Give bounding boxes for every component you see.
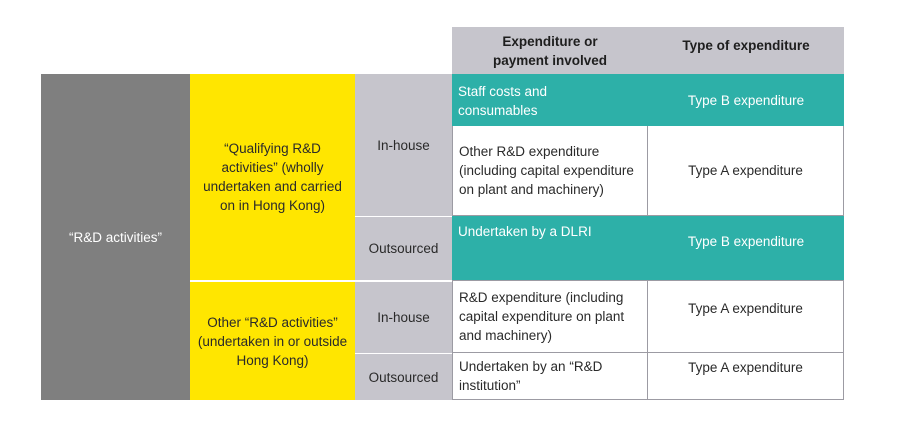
type-a-label-3: Type A expenditure <box>688 360 803 375</box>
type-a-cell-1: Type A expenditure <box>648 126 844 216</box>
type-b-cell-1: Type B expenditure <box>648 74 844 126</box>
dlri-label: Undertaken by a DLRI <box>458 224 592 239</box>
dlri-cell: Undertaken by a DLRI <box>452 216 648 280</box>
group2-inhouse-cell: In-house <box>355 280 452 353</box>
rd-activities-label: “R&D activities” <box>68 229 162 245</box>
group1-inhouse-label: In-house <box>377 137 430 153</box>
header-expenditure: Expenditure or payment involved <box>452 27 648 74</box>
group1-inhouse-cell: In-house <box>355 74 452 216</box>
type-b-label-2: Type B expenditure <box>687 234 805 249</box>
rd-institution-cell: Undertaken by an “R&D institution” <box>452 353 648 400</box>
qualifying-rd-cell: “Qualifying R&D activities” (wholly unde… <box>190 74 355 280</box>
qualifying-rd-label: “Qualifying R&D activities” (wholly unde… <box>203 141 342 213</box>
group1-outsourced-label: Outsourced <box>368 241 439 256</box>
staff-costs-label: Staff costs and consumables <box>458 84 548 118</box>
type-a-cell-3: Type A expenditure <box>648 353 844 400</box>
other-rd-expenditure-label: Other R&D expenditure (including capital… <box>459 144 634 197</box>
group2-outsourced-cell: Outsourced <box>355 353 452 400</box>
type-b-cell-2: Type B expenditure <box>648 216 844 280</box>
staff-costs-cell: Staff costs and consumables <box>452 74 648 126</box>
rd-institution-label: Undertaken by an “R&D institution” <box>459 359 603 393</box>
type-a-label-2: Type A expenditure <box>688 301 803 316</box>
group2-outsourced-label: Outsourced <box>368 369 439 385</box>
rd-expenditure-label: R&D expenditure (including capital expen… <box>459 290 625 343</box>
type-a-cell-2: Type A expenditure <box>648 280 844 353</box>
header-type-label: Type of expenditure <box>682 38 810 53</box>
header-type: Type of expenditure <box>648 27 844 74</box>
group1-outsourced-cell: Outsourced <box>355 216 452 280</box>
type-b-label-1: Type B expenditure <box>687 92 805 108</box>
rd-expenditure-cell: R&D expenditure (including capital expen… <box>452 280 648 353</box>
group2-inhouse-label: In-house <box>377 310 430 325</box>
rd-activities-cell: “R&D activities” <box>41 74 190 400</box>
header-expenditure-label: Expenditure or payment involved <box>492 33 608 68</box>
type-a-label-1: Type A expenditure <box>688 163 803 178</box>
other-rd-label: Other “R&D activities” (undertaken in or… <box>197 314 348 368</box>
other-rd-expenditure-cell: Other R&D expenditure (including capital… <box>452 126 648 216</box>
other-rd-cell: Other “R&D activities” (undertaken in or… <box>190 280 355 400</box>
